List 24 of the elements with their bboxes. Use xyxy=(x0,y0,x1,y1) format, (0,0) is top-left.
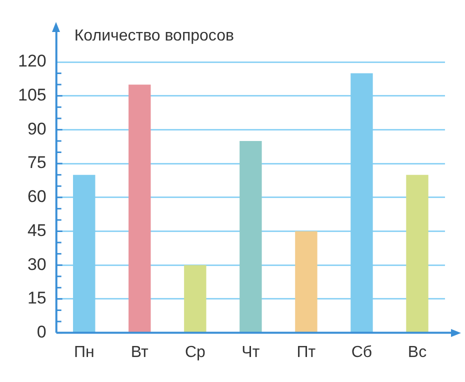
y-axis-title: Количество вопросов xyxy=(74,27,234,44)
y-tick-label: 15 xyxy=(27,288,46,308)
x-tick-label: Сб xyxy=(351,344,372,361)
y-tick-label: 0 xyxy=(36,322,46,342)
x-tick-label: Чт xyxy=(242,344,260,361)
bar xyxy=(295,231,318,332)
bar xyxy=(406,174,428,332)
y-tick-label: 90 xyxy=(27,119,46,138)
y-tick-label: 30 xyxy=(27,254,46,274)
x-tick-label: Вс xyxy=(408,344,427,361)
y-tick-label: 45 xyxy=(27,220,46,240)
y-tick-label: 120 xyxy=(18,52,46,71)
bar xyxy=(184,265,206,332)
y-tick-label: 105 xyxy=(18,86,46,105)
x-tick-label: Ср xyxy=(184,344,206,361)
bar xyxy=(128,84,151,332)
y-tick-label: 60 xyxy=(27,187,46,206)
y-tick-label: 75 xyxy=(27,153,46,172)
bar xyxy=(350,73,373,332)
x-tick-label: Пт xyxy=(296,344,316,361)
x-tick-label: Пн xyxy=(74,344,94,361)
bar xyxy=(73,174,96,332)
bar xyxy=(240,140,262,332)
x-tick-label: Вт xyxy=(130,344,150,361)
